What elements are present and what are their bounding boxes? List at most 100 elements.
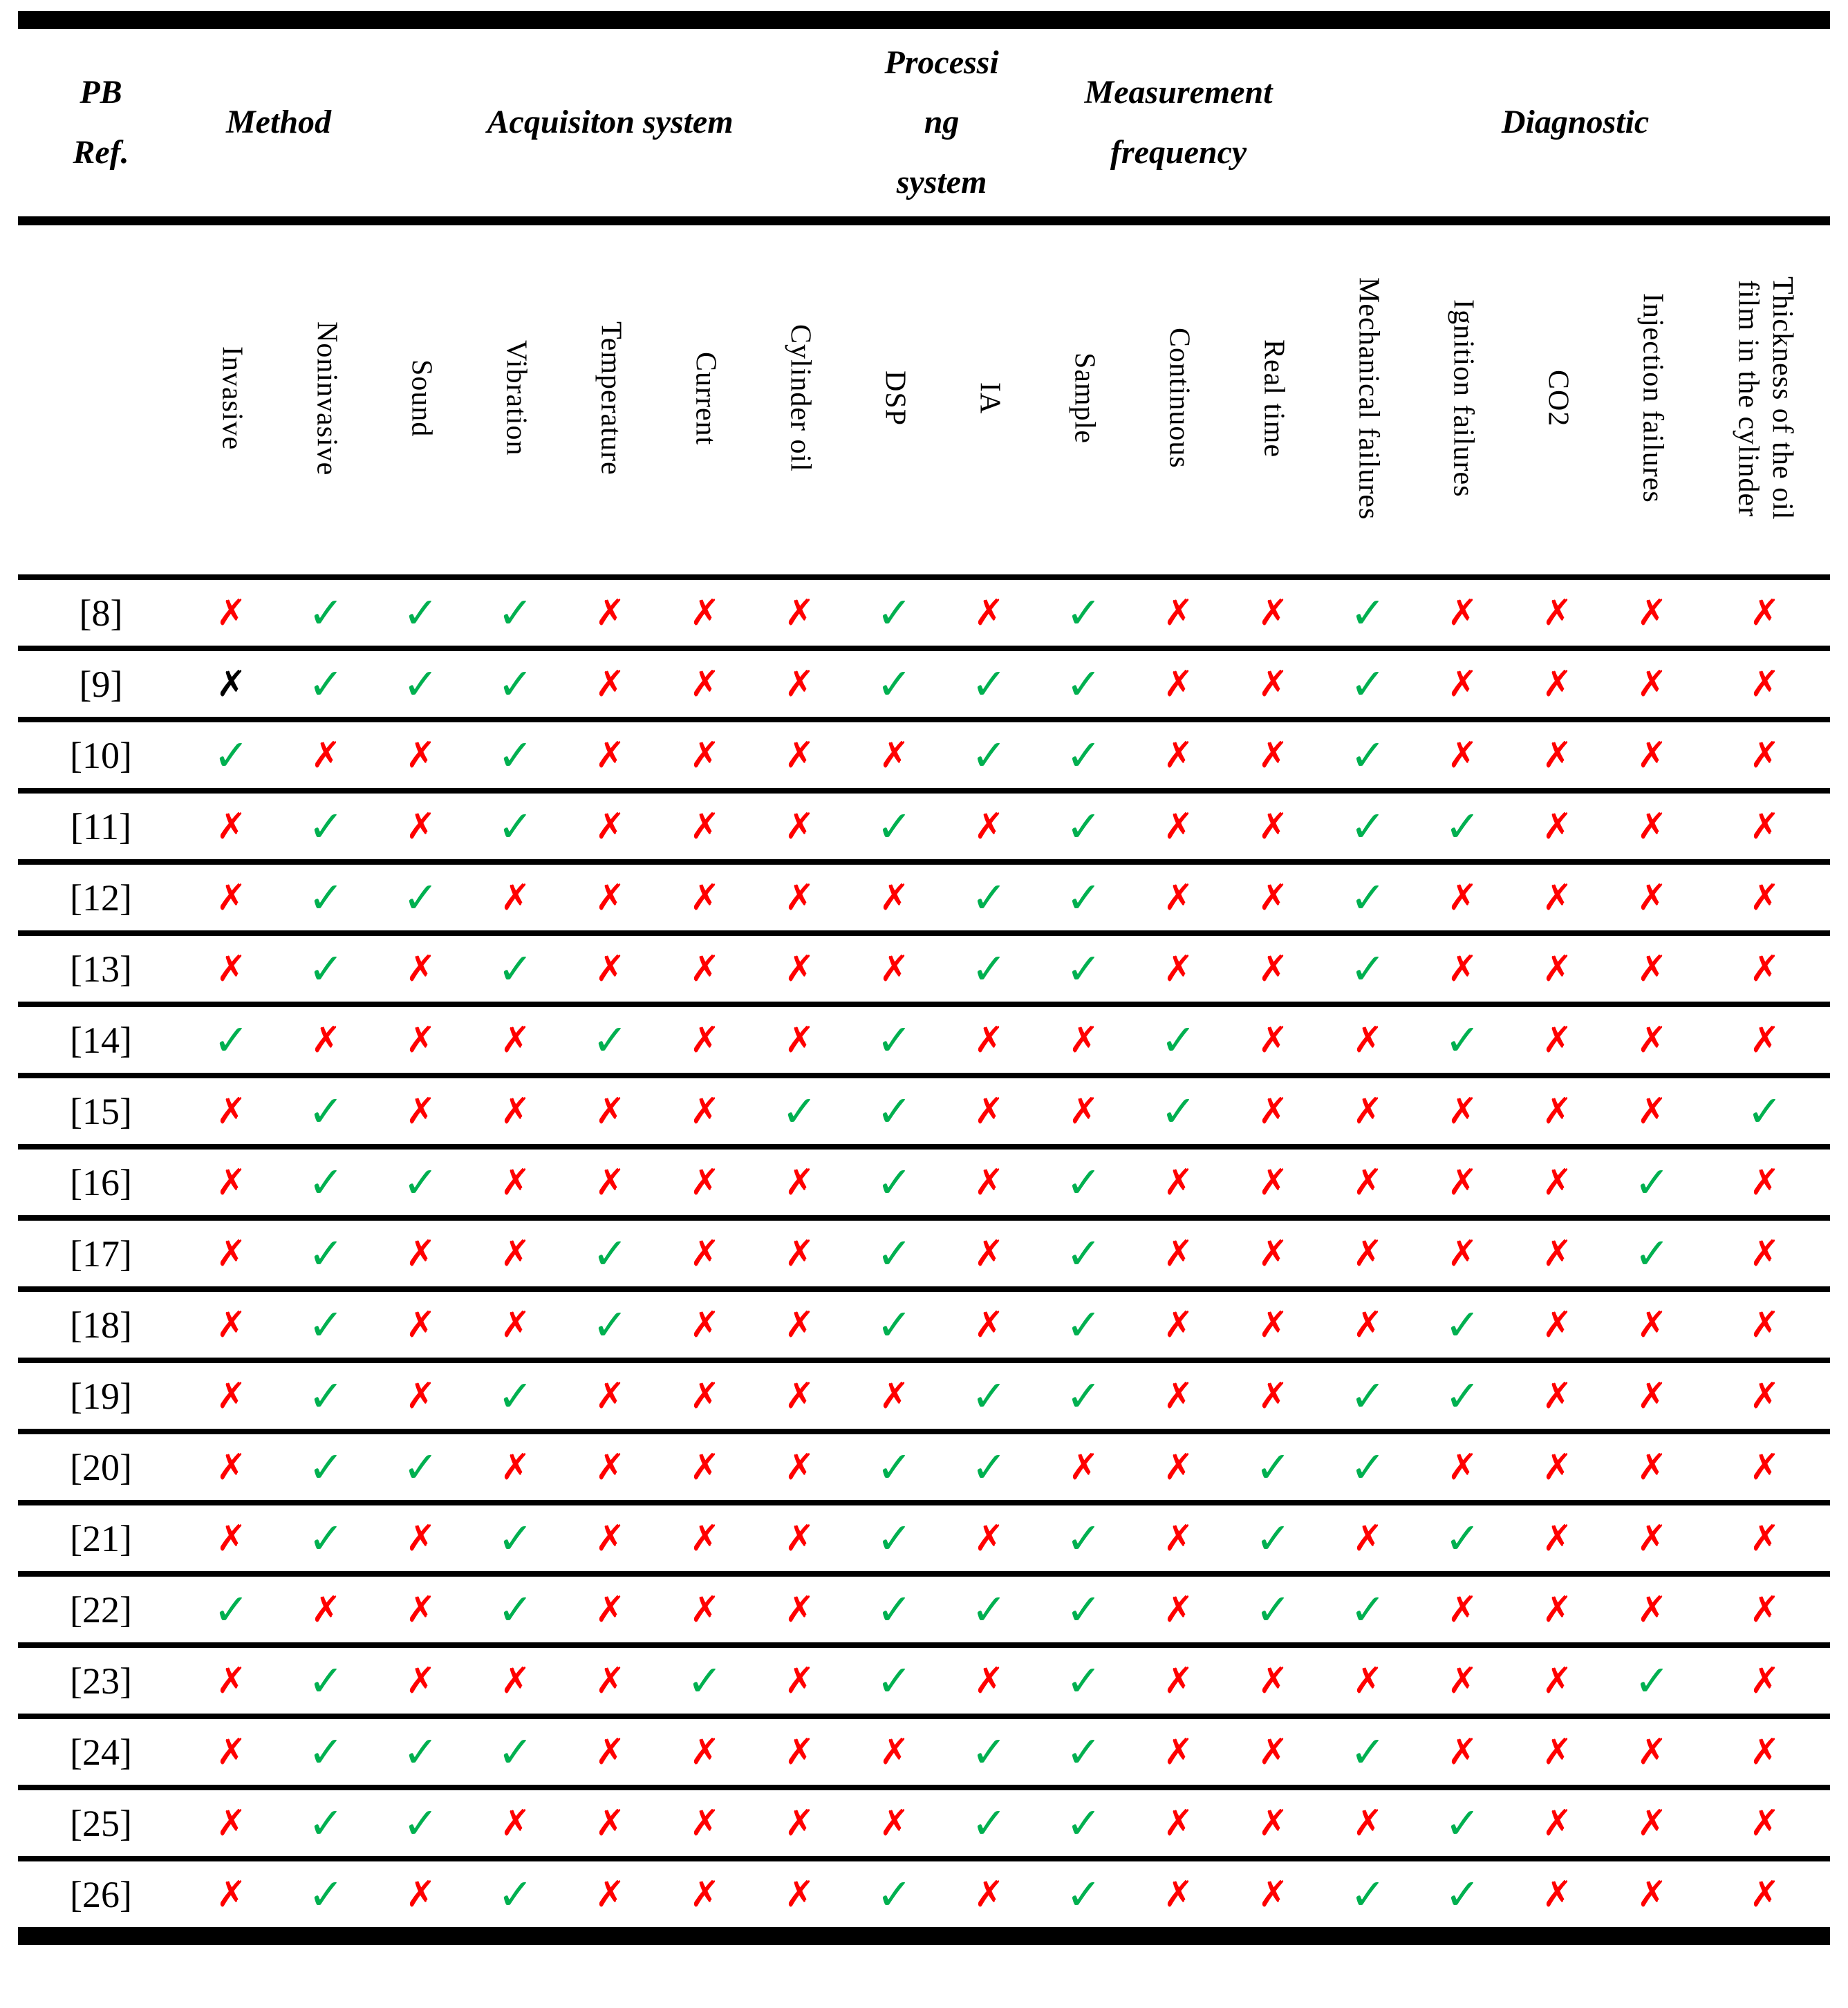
check-icon: ✓	[402, 1797, 439, 1848]
check-icon: ✓	[1255, 1584, 1291, 1635]
mark-cell: ✗	[1131, 1645, 1226, 1720]
mark-cell: ✗	[1699, 1716, 1831, 1791]
mark-cell: ✗	[657, 791, 753, 865]
column-header-label: Noninvasive	[310, 321, 343, 476]
mark-cell: ✗	[752, 1432, 848, 1506]
mark-cell: ✗	[1510, 577, 1605, 652]
mark-cell: ✓	[1415, 1859, 1510, 1936]
cross-icon: ✗	[1352, 1802, 1383, 1844]
cross-icon: ✗	[216, 1304, 247, 1346]
cross-icon: ✗	[1542, 663, 1573, 705]
mark-cell: ✓	[847, 1859, 942, 1936]
cross-icon: ✗	[1352, 1090, 1383, 1132]
mark-cell: ✗	[373, 1503, 469, 1577]
mark-cell: ✗	[184, 1788, 279, 1862]
check-icon: ✓	[497, 658, 534, 709]
mark-cell: ✓	[1036, 1360, 1132, 1435]
mark-cell: ✗	[468, 862, 563, 937]
check-icon: ✓	[308, 1370, 344, 1421]
mark-cell: ✓	[1036, 933, 1132, 1008]
check-icon: ✓	[308, 1441, 344, 1492]
cross-icon: ✗	[784, 663, 815, 705]
check-icon: ✓	[1350, 1726, 1386, 1777]
table-body: [8] ✗ ✓ ✓ ✓ ✗ ✗ ✗ ✓ ✗ ✓ ✗ ✗ ✓ ✗ ✗ ✗ ✗ [9] ✗ ✓ ✓ ✓ ✗ ✗ ✗ ✓ ✓ ✓ ✗ ✗ ✓ ✗ ✗ ✗ ✗…	[18, 577, 1831, 1936]
mark-cell: ✓	[942, 1788, 1037, 1862]
mark-cell: ✗	[1605, 1004, 1700, 1079]
mark-cell: ✗	[657, 720, 753, 794]
cross-icon: ✗	[1636, 663, 1668, 705]
mark-cell: ✗	[373, 1218, 469, 1293]
mark-cell: ✗	[1226, 648, 1321, 723]
cross-icon: ✗	[689, 876, 720, 919]
group-header-pb-ref: PB Ref.	[18, 20, 184, 226]
check-icon: ✓	[876, 587, 913, 638]
mark-cell: ✗	[373, 1289, 469, 1364]
mark-cell: ✗	[184, 862, 279, 937]
cross-icon: ✗	[1447, 592, 1478, 634]
column-header-label: IA	[973, 382, 1006, 415]
mark-cell: ✗	[1699, 1432, 1831, 1506]
mark-cell: ✗	[1605, 1788, 1700, 1862]
mark-cell: ✗	[1510, 1432, 1605, 1506]
row-ref: [20]	[18, 1432, 184, 1506]
column-header-label: Current	[689, 351, 722, 445]
check-icon: ✓	[1160, 1085, 1197, 1136]
check-icon: ✓	[402, 1441, 439, 1492]
mark-cell: ✓	[1320, 1574, 1416, 1649]
cross-icon: ✗	[1258, 1660, 1289, 1702]
cross-icon: ✗	[784, 1517, 815, 1559]
cross-icon: ✗	[405, 1588, 436, 1631]
mark-cell: ✗	[563, 648, 658, 723]
mark-cell: ✗	[1605, 791, 1700, 865]
cross-icon: ✗	[1749, 1660, 1780, 1702]
cross-icon: ✗	[1447, 1446, 1478, 1488]
mark-cell: ✓	[1036, 1503, 1132, 1577]
check-icon: ✓	[876, 1299, 913, 1350]
column-header-label: Real time	[1258, 339, 1290, 458]
cross-icon: ✗	[879, 948, 910, 990]
mark-cell: ✗	[373, 1076, 469, 1150]
cross-icon: ✗	[1163, 1375, 1194, 1417]
mark-cell: ✗	[657, 1432, 753, 1506]
mark-cell: ✗	[942, 1218, 1037, 1293]
table-row: [26] ✗ ✓ ✗ ✓ ✗ ✗ ✗ ✓ ✗ ✓ ✗ ✗ ✓ ✓ ✗ ✗ ✗	[18, 1859, 1830, 1936]
cross-icon: ✗	[784, 1802, 815, 1844]
mark-cell: ✗	[1226, 577, 1321, 652]
cross-icon: ✗	[310, 1588, 342, 1631]
cross-icon: ✗	[689, 592, 720, 634]
cross-icon: ✗	[1447, 1588, 1478, 1631]
check-icon: ✓	[308, 1299, 344, 1350]
column-header-ref-spacer	[18, 220, 184, 581]
column-header-label: Ignition failures	[1447, 299, 1480, 498]
check-icon: ✓	[213, 729, 250, 780]
mark-cell: ✗	[752, 1360, 848, 1435]
cross-icon: ✗	[500, 1802, 531, 1844]
check-icon: ✓	[876, 1228, 913, 1279]
mark-cell: ✓	[1036, 1218, 1132, 1293]
cross-icon: ✗	[1542, 1446, 1573, 1488]
mark-cell: ✗	[1320, 1788, 1416, 1862]
mark-cell: ✗	[1510, 933, 1605, 1008]
cross-icon: ✗	[973, 592, 1005, 634]
table-row: [21] ✗ ✓ ✗ ✓ ✗ ✗ ✗ ✓ ✗ ✓ ✗ ✓ ✗ ✓ ✗ ✗ ✗	[18, 1503, 1831, 1577]
cross-icon: ✗	[1749, 1731, 1780, 1773]
mark-cell: ✗	[1415, 720, 1511, 794]
mark-cell: ✗	[752, 720, 848, 794]
cross-icon: ✗	[1447, 1161, 1478, 1203]
cross-icon: ✗	[1163, 805, 1194, 847]
mark-cell: ✓	[1036, 791, 1132, 865]
check-icon: ✓	[876, 1441, 913, 1492]
mark-cell: ✓	[1699, 1076, 1831, 1150]
mark-cell: ✓	[1320, 1360, 1416, 1435]
cross-icon: ✗	[973, 1660, 1005, 1702]
mark-cell: ✓	[657, 1645, 753, 1720]
mark-cell: ✗	[657, 1574, 753, 1649]
check-icon: ✓	[971, 1726, 1007, 1777]
cross-icon: ✗	[216, 948, 247, 990]
cross-icon: ✗	[1749, 1019, 1780, 1061]
mark-cell: ✓	[942, 1574, 1037, 1649]
mark-cell: ✗	[752, 1859, 847, 1936]
column-header-cylinder-oil: Cylinder oil	[752, 220, 848, 581]
table-row: [24] ✗ ✓ ✓ ✓ ✗ ✗ ✗ ✗ ✓ ✓ ✗ ✗ ✓ ✗ ✗ ✗ ✗	[18, 1716, 1831, 1791]
row-ref: [19]	[18, 1360, 184, 1435]
